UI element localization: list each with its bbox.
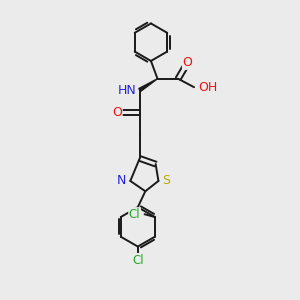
Text: Cl: Cl — [132, 254, 144, 267]
Polygon shape — [139, 79, 158, 92]
Text: N: N — [117, 174, 126, 188]
Text: O: O — [183, 56, 192, 69]
Text: O: O — [112, 106, 122, 119]
Text: HN: HN — [118, 83, 137, 97]
Text: OH: OH — [198, 81, 218, 94]
Text: S: S — [163, 174, 171, 188]
Text: Cl: Cl — [129, 208, 140, 221]
